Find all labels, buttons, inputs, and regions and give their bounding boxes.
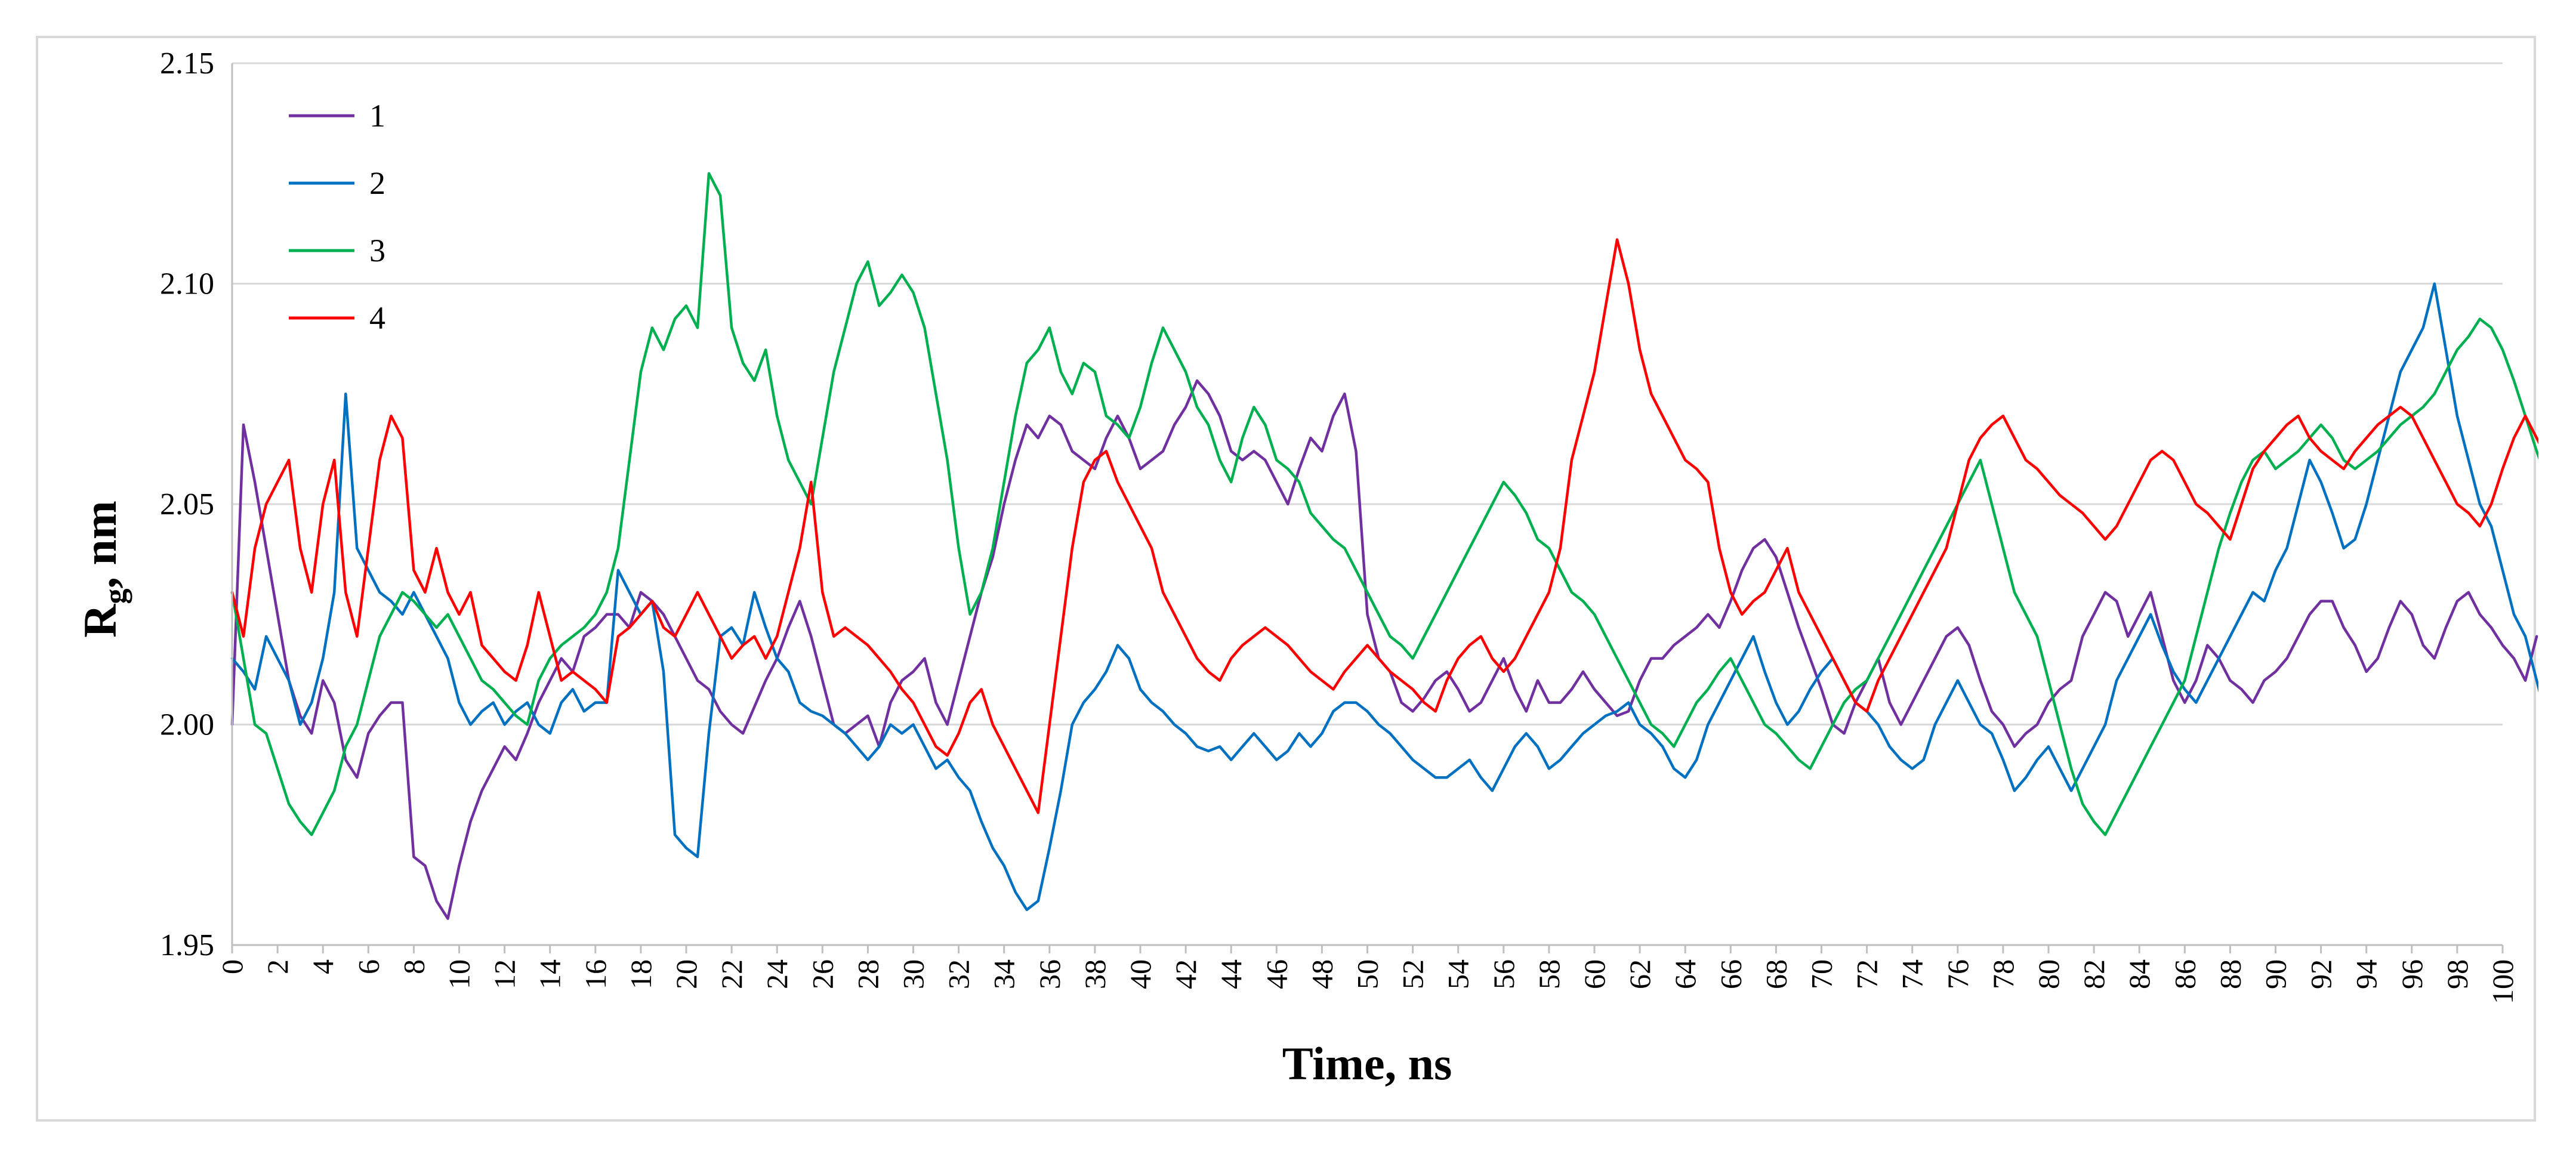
y-tick-label: 2.05 bbox=[160, 487, 214, 521]
y-tick-label: 2.00 bbox=[160, 708, 214, 742]
chart-frame: 1.95 2.00 2.05 2.10 2.15 0 2 4 6 8 10 12 14 16 18 20 22 2… bbox=[36, 36, 2538, 1122]
y-tick-label: 1.95 bbox=[160, 928, 214, 962]
y-axis-title-main: R bbox=[74, 603, 126, 638]
x-tick-label: 84 bbox=[2122, 959, 2156, 989]
x-tick-label: 52 bbox=[1396, 959, 1430, 989]
x-tick-label: 48 bbox=[1305, 959, 1338, 989]
x-tick-label: 28 bbox=[851, 959, 884, 989]
legend-label-4: 4 bbox=[369, 300, 385, 336]
series-line-4 bbox=[230, 238, 2538, 814]
x-tick-label: 90 bbox=[2259, 959, 2293, 989]
x-tick-label: 14 bbox=[533, 959, 567, 989]
x-tick-label: 0 bbox=[215, 959, 249, 974]
x-tick-label: 98 bbox=[2441, 959, 2474, 989]
y-tick-label: 2.10 bbox=[160, 267, 214, 301]
x-tick-label: 100 bbox=[2486, 959, 2519, 1004]
x-tick-label: 72 bbox=[1850, 959, 1884, 989]
x-tick-label: 74 bbox=[1896, 959, 1929, 989]
x-tick-label: 26 bbox=[806, 959, 839, 989]
x-tick-label: 96 bbox=[2395, 959, 2429, 989]
x-tick-label: 38 bbox=[1078, 959, 1112, 989]
legend-label-3: 3 bbox=[369, 233, 385, 268]
x-tick-label: 60 bbox=[1578, 959, 1611, 989]
series-line-3 bbox=[230, 172, 2538, 836]
x-tick-label: 78 bbox=[1986, 959, 2020, 989]
x-tick-label: 30 bbox=[897, 959, 930, 989]
x-tick-label: 20 bbox=[670, 959, 703, 989]
y-tick-label: 2.15 bbox=[160, 47, 214, 81]
x-tick-label: 88 bbox=[2213, 959, 2247, 989]
x-tick-label: 34 bbox=[988, 959, 1021, 989]
legend-layer: 1 2 3 4 bbox=[289, 98, 385, 336]
x-tick-label: 16 bbox=[579, 959, 612, 989]
x-tick-label: 62 bbox=[1623, 959, 1656, 989]
x-tick-label: 10 bbox=[443, 959, 476, 989]
x-tick-label: 2 bbox=[261, 959, 294, 974]
x-tick-label: 42 bbox=[1169, 959, 1202, 989]
x-tick-label: 4 bbox=[306, 959, 340, 974]
x-tick-label: 76 bbox=[1941, 959, 1975, 989]
x-axis-title: Time, ns bbox=[1282, 1038, 1452, 1089]
x-tick-label: 80 bbox=[2032, 959, 2065, 989]
axis-layer: 1.952.002.052.102.150 2 4 6 8 10 12 14 16 18 20 22 2… bbox=[160, 47, 2519, 1004]
x-tick-label: 66 bbox=[1714, 959, 1747, 989]
series-line-2 bbox=[230, 282, 2538, 912]
x-tick-label: 94 bbox=[2350, 959, 2383, 989]
x-tick-label: 24 bbox=[760, 959, 794, 989]
x-tick-label: 86 bbox=[2168, 959, 2201, 989]
grid-layer bbox=[232, 62, 2503, 725]
x-tick-label: 56 bbox=[1487, 959, 1520, 989]
legend-label-1: 1 bbox=[369, 98, 385, 134]
chart-svg: 1.952.002.052.102.150 2 4 6 8 10 12 14 16 18 20 22 2… bbox=[74, 47, 2538, 1089]
x-tick-label: 40 bbox=[1124, 959, 1157, 989]
x-tick-label: 64 bbox=[1668, 959, 1702, 989]
x-tick-label: 36 bbox=[1033, 959, 1066, 989]
x-tick-label: 70 bbox=[1805, 959, 1838, 989]
x-tick-label: 50 bbox=[1351, 959, 1384, 989]
y-axis-title-sub: g bbox=[98, 589, 132, 604]
y-axis-title: Rg, nm bbox=[74, 501, 132, 638]
x-tick-label: 54 bbox=[1442, 959, 1475, 989]
x-tick-label: 46 bbox=[1260, 959, 1293, 989]
x-tick-label: 18 bbox=[624, 959, 658, 989]
x-tick-label: 92 bbox=[2304, 959, 2338, 989]
x-tick-label: 58 bbox=[1532, 959, 1566, 989]
x-tick-label: 32 bbox=[942, 959, 976, 989]
y-axis-title-tail: , nm bbox=[74, 501, 126, 588]
x-tick-label: 12 bbox=[488, 959, 522, 989]
series-layer bbox=[230, 172, 2538, 920]
series-line-1 bbox=[230, 379, 2538, 920]
x-tick-label: 22 bbox=[715, 959, 748, 989]
x-tick-label: 44 bbox=[1214, 959, 1248, 989]
x-tick-label: 6 bbox=[351, 959, 385, 974]
x-tick-label: 82 bbox=[2077, 959, 2111, 989]
x-tick-label: 8 bbox=[397, 959, 430, 974]
legend-label-2: 2 bbox=[369, 165, 385, 201]
x-tick-label: 68 bbox=[1759, 959, 1793, 989]
